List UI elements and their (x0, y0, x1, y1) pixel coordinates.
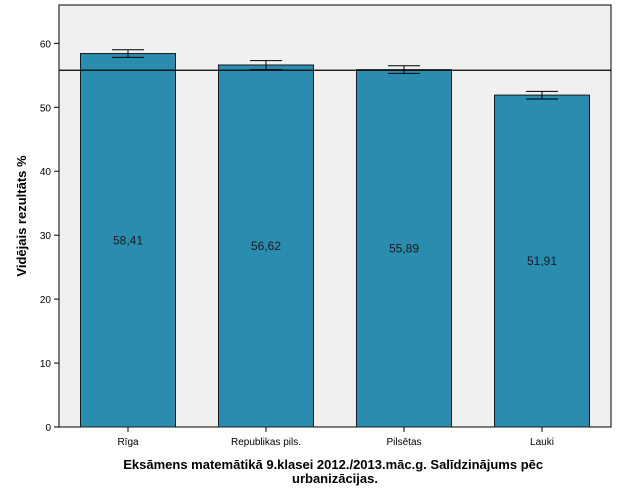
bars-group: 58,41 56,62 55,89 51,91 (80, 53, 590, 428)
y-tick-label-4: 40 (40, 167, 52, 178)
y-axis-label: Vidējais rezultāts % (14, 155, 29, 277)
bar-0 (80, 53, 176, 428)
bar-value-label-1: 56,62 (251, 239, 281, 253)
x-tick-label-0: Rīga (117, 437, 139, 448)
bar-2 (356, 69, 452, 428)
x-axis: Rīga Republikas pils. Pilsētas Lauki (117, 427, 554, 448)
y-axis: 0 10 20 30 40 50 60 (40, 39, 59, 434)
bar-value-label-3: 51,91 (527, 254, 557, 268)
y-tick-label-2: 20 (40, 295, 52, 306)
x-tick-label-2: Pilsētas (386, 437, 421, 448)
y-tick-label-3: 30 (40, 231, 52, 242)
y-tick-label-0: 0 (45, 423, 51, 434)
x-axis-label-line-1: Eksāmens matemātikā 9.klasei 2012./2013.… (123, 457, 543, 472)
y-tick-label-6: 60 (40, 39, 52, 50)
y-tick-label-5: 50 (40, 103, 52, 114)
x-tick-label-1: Republikas pils. (231, 437, 301, 448)
x-axis-label: Eksāmens matemātikā 9.klasei 2012./2013.… (123, 457, 546, 486)
bar-value-label-0: 58,41 (113, 233, 143, 247)
y-tick-label-1: 10 (40, 359, 52, 370)
bar-value-label-2: 55,89 (389, 241, 419, 255)
x-tick-label-3: Lauki (530, 437, 554, 448)
bar-1 (218, 64, 314, 428)
x-axis-label-line-2: urbanizācijas. (292, 471, 378, 486)
